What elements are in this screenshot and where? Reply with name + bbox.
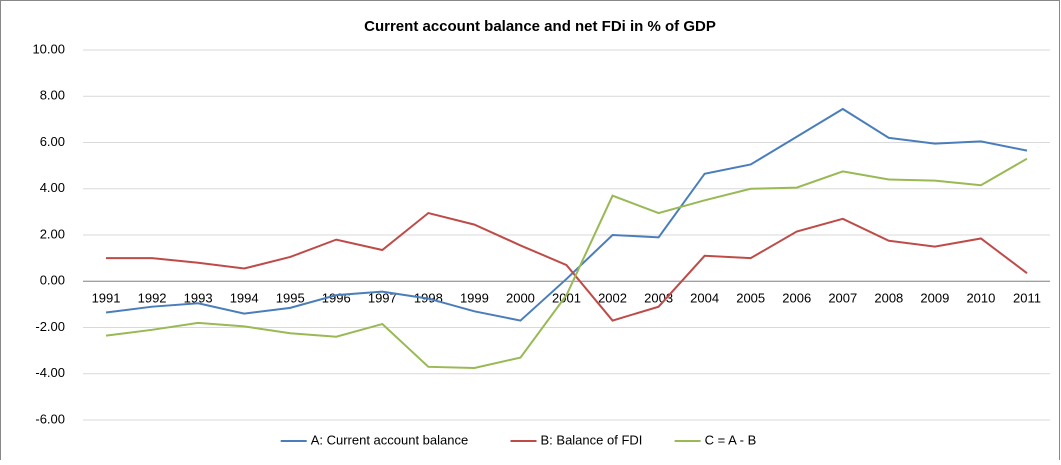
y-tick-label: 6.00 xyxy=(40,134,65,149)
x-tick-label: 1993 xyxy=(184,291,213,306)
legend-label: C = A - B xyxy=(705,432,757,447)
y-tick-label: 8.00 xyxy=(40,88,65,103)
x-tick-label: 2008 xyxy=(874,291,903,306)
chart-title: Current account balance and net FDi in %… xyxy=(364,18,716,35)
x-tick-label: 2000 xyxy=(506,291,535,306)
y-tick-label: 0.00 xyxy=(40,273,65,288)
x-tick-label: 1999 xyxy=(460,291,489,306)
y-tick-label: -2.00 xyxy=(35,319,65,334)
x-tick-label: 2006 xyxy=(782,291,811,306)
y-tick-label: -6.00 xyxy=(35,411,65,426)
x-tick-label: 2011 xyxy=(1013,291,1041,306)
x-tick-label: 1995 xyxy=(276,291,305,306)
x-tick-label: 2005 xyxy=(736,291,765,306)
x-tick-label: 1997 xyxy=(368,291,397,306)
x-tick-label: 1992 xyxy=(138,291,167,306)
y-tick-label: 10.00 xyxy=(32,41,65,56)
x-tick-label: 2010 xyxy=(966,291,995,306)
x-tick-label: 2004 xyxy=(690,291,719,306)
x-tick-label: 2009 xyxy=(920,291,949,306)
legend-label: A: Current account balance xyxy=(311,432,469,447)
y-tick-label: 4.00 xyxy=(40,180,65,195)
x-tick-label: 2002 xyxy=(598,291,627,306)
x-tick-label: 2007 xyxy=(828,291,857,306)
x-tick-label: 2001 xyxy=(552,291,581,306)
series-line xyxy=(106,211,1028,322)
legend-label: B: Balance of FDI xyxy=(541,432,643,447)
x-tick-label: 2003 xyxy=(644,291,673,306)
x-tick-label: 1994 xyxy=(230,291,259,306)
y-tick-label: -4.00 xyxy=(35,365,65,380)
y-tick-label: 2.00 xyxy=(40,226,65,241)
series-line xyxy=(105,157,1028,369)
series-line xyxy=(105,107,1028,322)
x-tick-label: 1991 xyxy=(92,291,121,306)
